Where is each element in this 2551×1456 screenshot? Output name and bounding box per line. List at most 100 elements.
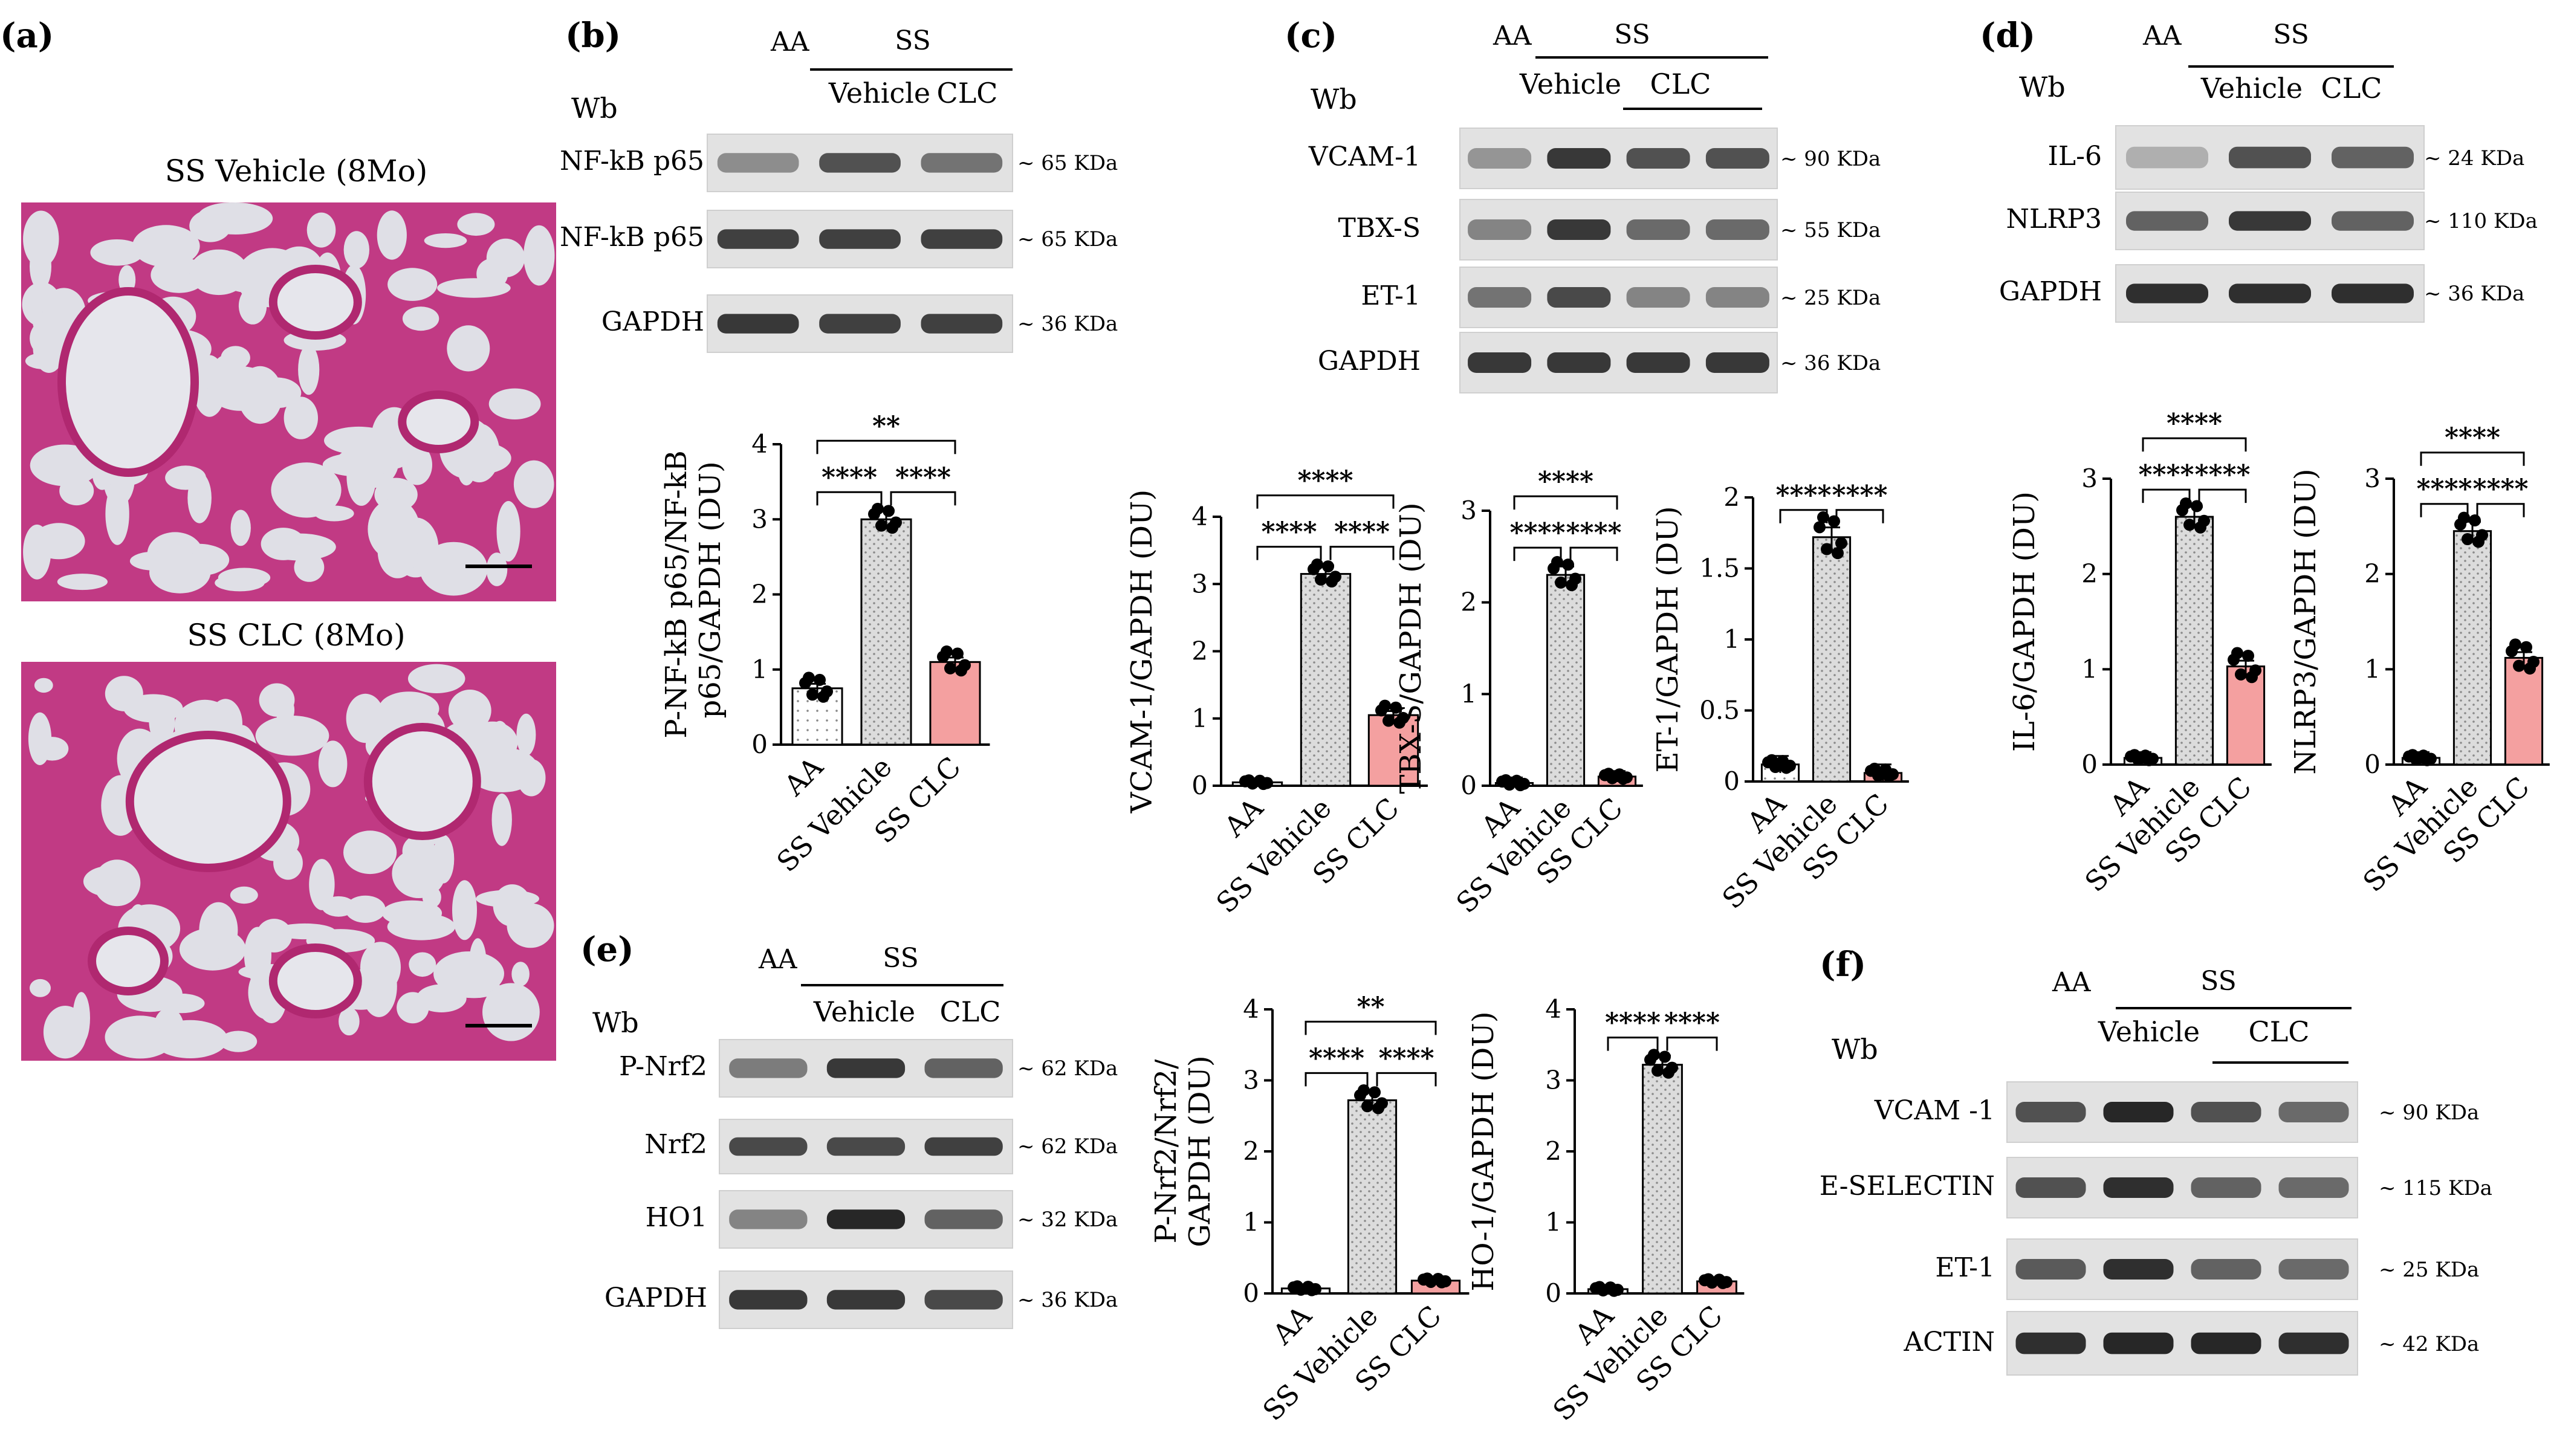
- blot-band: [2278, 1102, 2349, 1122]
- significance-bracket: [1256, 546, 1322, 560]
- blot-band: [826, 1137, 906, 1156]
- significance-bracket: [2198, 488, 2247, 503]
- y-tick-label: 1: [1191, 704, 1208, 733]
- y-tick-label: 0: [1545, 1278, 1561, 1308]
- blot-band: [1705, 219, 1769, 240]
- data-point: [886, 522, 898, 534]
- significance-label: ****: [1334, 517, 1390, 548]
- blot-band: [2103, 1259, 2174, 1280]
- significance-bracket: [1513, 546, 1562, 561]
- blot-row-label: VCAM -1: [1874, 1095, 1995, 1126]
- bar: [2452, 530, 2492, 766]
- data-point: [2128, 749, 2141, 762]
- data-point: [2513, 659, 2525, 672]
- blot-kda-label: ~ 115 KDa: [2379, 1176, 2492, 1200]
- data-point: [1379, 699, 1391, 712]
- blot-kda-label: ~ 110 KDa: [2424, 209, 2538, 233]
- data-point: [1593, 1281, 1606, 1293]
- blot-band: [2015, 1177, 2086, 1198]
- significance-bracket: [1376, 1072, 1437, 1087]
- alveolus: [409, 952, 436, 977]
- alveolus: [345, 895, 386, 923]
- data-point: [1382, 714, 1395, 727]
- data-point: [2524, 662, 2536, 675]
- alveolus: [198, 202, 264, 231]
- alveolus: [262, 533, 336, 561]
- significance-label: ****: [1775, 480, 1831, 511]
- blot-aa-label: AA: [758, 944, 798, 975]
- data-point: [1814, 521, 1826, 534]
- y-axis-label-line: p65/GAPDH (DU): [693, 461, 727, 728]
- alveolus: [34, 678, 53, 693]
- bar: [860, 518, 912, 746]
- panel-c-label: (c): [1285, 16, 1337, 56]
- data-point: [1832, 547, 1844, 560]
- significance-label: ****: [2472, 474, 2528, 505]
- data-point: [1883, 770, 1895, 783]
- blot-kda-label: ~ 65 KDa: [1017, 151, 1118, 175]
- panel-a-label: (a): [0, 16, 54, 56]
- alveolus: [452, 880, 477, 940]
- blot-band: [729, 1290, 808, 1310]
- blot-band: [2278, 1332, 2349, 1354]
- data-point: [2143, 754, 2155, 766]
- alveolus: [343, 830, 397, 875]
- blot-band: [826, 1058, 906, 1078]
- panel-d-label: (d): [1980, 16, 2035, 56]
- x-tick-label: AA: [1266, 1299, 1318, 1351]
- alveolus: [432, 835, 455, 884]
- bar: [1812, 536, 1852, 783]
- alveolus: [221, 346, 250, 370]
- alveolus: [496, 500, 520, 562]
- data-point: [1652, 1064, 1664, 1077]
- blot-clc-label: CLC: [1650, 68, 1711, 100]
- bar: [2174, 516, 2214, 766]
- data-point: [1648, 1049, 1660, 1061]
- significance-bracket: [2476, 503, 2525, 517]
- blot-ss-label: SS: [1614, 19, 1650, 50]
- data-point: [1662, 1066, 1674, 1079]
- alveolus: [402, 444, 432, 485]
- data-point: [2462, 532, 2474, 545]
- blot-row-label: TBX-S: [1338, 213, 1421, 244]
- data-point: [1436, 1276, 1448, 1289]
- significance-label: ****: [2416, 474, 2472, 505]
- alveolus: [28, 712, 52, 766]
- y-tick-label: 3: [751, 504, 768, 534]
- y-axis-label: NLRP3/GAPDH (DU): [2289, 468, 2322, 774]
- blot-clc-label: CLC: [2249, 1015, 2310, 1048]
- blot-band: [2103, 1177, 2174, 1198]
- significance-label: ****: [2194, 459, 2250, 490]
- y-axis-label-line: GAPDH (DU): [1183, 1055, 1217, 1247]
- alveolus: [152, 1020, 228, 1058]
- airway: [268, 265, 362, 340]
- blot-row-label: VCAM-1: [1308, 141, 1421, 172]
- data-point: [1780, 762, 1792, 774]
- significance-bracket: [1835, 509, 1884, 523]
- data-point: [1421, 1272, 1433, 1285]
- blot-row-label: GAPDH: [601, 306, 704, 337]
- airway: [363, 723, 481, 840]
- significance-label: ****: [895, 462, 951, 493]
- blot-row-label: NF-kB p65: [560, 222, 704, 253]
- blot-band: [2191, 1332, 2261, 1354]
- blot-ss-label: SS: [2273, 19, 2309, 50]
- y-tick-label: 1: [2081, 654, 2098, 684]
- y-axis-label: IL-6/GAPDH (DU): [2008, 491, 2041, 752]
- blot-wb-label: Wb: [1832, 1033, 1878, 1066]
- data-point: [1390, 701, 1402, 714]
- blot-band: [1626, 148, 1690, 169]
- panel-e-label: (e): [580, 930, 634, 969]
- blot-kda-label: ~ 36 KDa: [2424, 282, 2524, 306]
- y-tick-label: 4: [1191, 502, 1208, 531]
- alveolus: [123, 694, 183, 723]
- significance-bracket: [1569, 546, 1618, 561]
- alveolus: [343, 231, 369, 269]
- alveolus: [215, 574, 265, 592]
- alveolus: [377, 210, 407, 260]
- blot-kda-label: ~ 65 KDa: [1017, 227, 1118, 251]
- bar: [1300, 573, 1352, 787]
